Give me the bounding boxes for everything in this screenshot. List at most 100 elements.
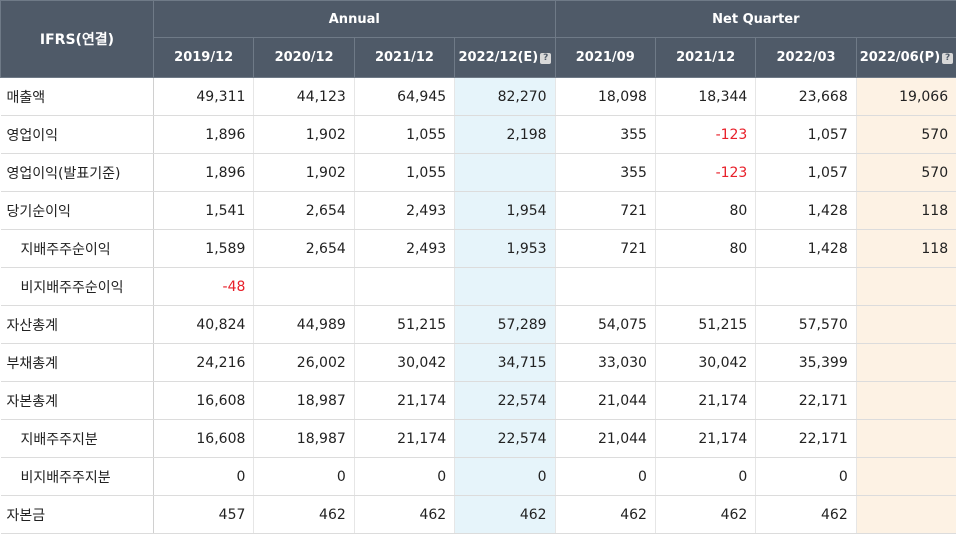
table-cell: 2,493: [354, 230, 454, 268]
period-label: 2021/12: [676, 50, 735, 65]
table-cell: 30,042: [354, 344, 454, 382]
period-label: 2021/12: [375, 50, 434, 65]
table-cell: 26,002: [254, 344, 354, 382]
row-label: 지배주주지분: [1, 420, 154, 458]
period-label: 2019/12: [174, 50, 233, 65]
table-cell: 570: [856, 154, 956, 192]
table-cell: 721: [555, 192, 655, 230]
table-cell: [856, 458, 956, 496]
table-cell: 0: [455, 458, 555, 496]
table-cell: 82,270: [455, 78, 555, 116]
table-cell: [856, 344, 956, 382]
table-cell: [254, 268, 354, 306]
table-cell: 21,174: [655, 420, 755, 458]
question-mark-icon[interactable]: ?: [942, 53, 953, 64]
table-cell: 1,896: [154, 116, 254, 154]
table-cell: 64,945: [354, 78, 454, 116]
table-cell: 1,055: [354, 116, 454, 154]
table-cell: 18,344: [655, 78, 755, 116]
table-cell: 721: [555, 230, 655, 268]
table-cell: 462: [254, 496, 354, 534]
table-cell: [856, 268, 956, 306]
table-cell: 1,954: [455, 192, 555, 230]
period-label: 2022/12(E): [458, 50, 538, 65]
table-cell: 49,311: [154, 78, 254, 116]
table-cell: [856, 420, 956, 458]
table-cell: -48: [154, 268, 254, 306]
table-cell: 1,428: [756, 192, 856, 230]
table-cell: 21,174: [354, 420, 454, 458]
table-cell: 0: [655, 458, 755, 496]
annual-header: Annual: [154, 1, 556, 38]
row-label: 자본금: [1, 496, 154, 534]
period-label: 2022/03: [777, 50, 836, 65]
ifrs-header: IFRS(연결): [1, 1, 154, 78]
table-cell: 1,541: [154, 192, 254, 230]
table-cell: 51,215: [655, 306, 755, 344]
table-cell: 18,098: [555, 78, 655, 116]
table-cell: 80: [655, 230, 755, 268]
table-cell: [856, 306, 956, 344]
table-cell: 2,654: [254, 230, 354, 268]
table-cell: 22,171: [756, 382, 856, 420]
table-cell: 16,608: [154, 420, 254, 458]
table-cell: 462: [655, 496, 755, 534]
row-label: 영업이익(발표기준): [1, 154, 154, 192]
table-cell: -123: [655, 116, 755, 154]
table-cell: 0: [154, 458, 254, 496]
table-cell: 80: [655, 192, 755, 230]
table-cell: 18,987: [254, 420, 354, 458]
table-cell: 33,030: [555, 344, 655, 382]
row-label: 매출액: [1, 78, 154, 116]
row-label: 당기순이익: [1, 192, 154, 230]
question-mark-icon[interactable]: ?: [540, 53, 551, 64]
net-quarter-header: Net Quarter: [555, 1, 956, 38]
table-cell: 462: [555, 496, 655, 534]
table-cell: [354, 268, 454, 306]
table-cell: 21,174: [655, 382, 755, 420]
table-cell: 462: [455, 496, 555, 534]
table-cell: 57,570: [756, 306, 856, 344]
table-cell: 1,896: [154, 154, 254, 192]
table-cell: 34,715: [455, 344, 555, 382]
table-cell: 35,399: [756, 344, 856, 382]
header-row-groups: IFRS(연결) Annual Net Quarter: [1, 1, 956, 38]
row-label: 자본총계: [1, 382, 154, 420]
table-cell: 22,574: [455, 420, 555, 458]
period-header: 2021/12: [655, 38, 755, 78]
table-cell: 2,198: [455, 116, 555, 154]
row-label: 영업이익: [1, 116, 154, 154]
table-cell: 1,428: [756, 230, 856, 268]
table-cell: 1,589: [154, 230, 254, 268]
row-label: 지배주주순이익: [1, 230, 154, 268]
row-label: 비지배주주순이익: [1, 268, 154, 306]
table-cell: 457: [154, 496, 254, 534]
table-cell: 0: [555, 458, 655, 496]
table-cell: [756, 268, 856, 306]
table-cell: 16,608: [154, 382, 254, 420]
period-label: 2020/12: [275, 50, 334, 65]
period-header: 2020/12: [254, 38, 354, 78]
table-cell: 22,574: [455, 382, 555, 420]
table-cell: 0: [254, 458, 354, 496]
table-cell: [655, 268, 755, 306]
row-label: 비지배주주지분: [1, 458, 154, 496]
table-cell: [555, 268, 655, 306]
table-cell: 44,989: [254, 306, 354, 344]
table-cell: 24,216: [154, 344, 254, 382]
row-label: 자산총계: [1, 306, 154, 344]
period-header: 2022/06(P)?: [856, 38, 956, 78]
table-row: 비지배주주순이익-48: [1, 268, 956, 306]
table-cell: 22,171: [756, 420, 856, 458]
table-cell: [856, 382, 956, 420]
table-cell: 51,215: [354, 306, 454, 344]
table-cell: 1,055: [354, 154, 454, 192]
table-cell: 44,123: [254, 78, 354, 116]
